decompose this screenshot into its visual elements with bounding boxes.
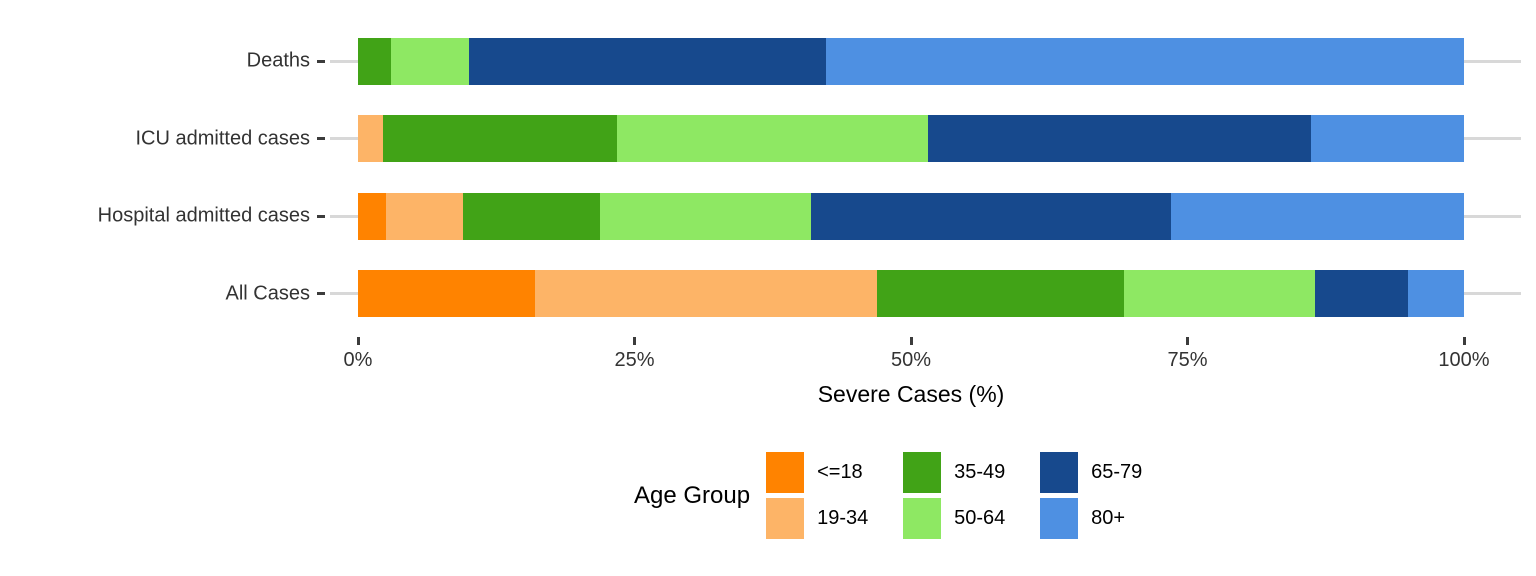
legend-label: 19-34 xyxy=(817,507,869,529)
stacked-bar-icu-admitted-cases xyxy=(358,115,1464,162)
category-label: ICU admitted cases xyxy=(135,127,310,149)
legend-label: 80+ xyxy=(1091,507,1126,529)
x-tick-label: 75% xyxy=(1167,349,1208,371)
stacked-bar-hospital-admitted-cases xyxy=(358,192,1464,240)
bar-segment-19-34 xyxy=(534,270,877,317)
legend-swatch-65-79 xyxy=(1040,452,1079,493)
y-axis-tick xyxy=(317,214,325,218)
legend-swatch-35-49 xyxy=(903,452,942,493)
bar-segment-<=18 xyxy=(358,192,386,240)
bar-segment-65-79 xyxy=(811,192,1171,240)
legend-column: 65-79 80+ xyxy=(1040,452,1167,539)
legend-label: 50-64 xyxy=(954,507,1006,529)
legend-column: 35-49 50-64 xyxy=(903,452,1030,539)
bar-segment-80+ xyxy=(1407,270,1464,317)
stacked-bar-deaths xyxy=(358,37,1464,85)
x-tick-label: 0% xyxy=(343,349,373,371)
category-label: Hospital admitted cases xyxy=(97,204,310,227)
plot-panel xyxy=(330,0,1521,340)
bar-segment-50-64 xyxy=(616,115,928,162)
legend: Age Group <=18 19-34 35-49 50-64 65-79 80+ xyxy=(634,452,1177,539)
y-axis-tick xyxy=(317,137,325,140)
bar-segment-<=18 xyxy=(358,270,535,317)
bar-segment-80+ xyxy=(1170,192,1464,240)
x-tick-label: 25% xyxy=(614,349,655,371)
bar-segment-35-49 xyxy=(383,115,617,162)
legend-swatch-<=18 xyxy=(766,452,805,493)
legend-title: Age Group xyxy=(634,481,751,509)
legend-swatch-80+ xyxy=(1040,498,1079,539)
bar-segment-35-49 xyxy=(463,192,601,240)
x-tick-label: 50% xyxy=(890,349,932,371)
x-tick-label: 100% xyxy=(1438,349,1490,371)
bar-segment-65-79 xyxy=(468,37,826,85)
legend-swatch-19-34 xyxy=(766,498,805,539)
legend-label: <=18 xyxy=(817,461,863,483)
y-axis-tick xyxy=(317,59,325,63)
category-label: All Cases xyxy=(225,282,310,304)
x-axis-tick xyxy=(1186,337,1189,345)
bar-segment-19-34 xyxy=(358,115,384,162)
bar-segment-50-64 xyxy=(1124,270,1315,317)
bar-segment-80+ xyxy=(825,37,1464,85)
bar-segment-35-49 xyxy=(876,270,1125,317)
y-axis: Deaths ICU admitted cases Hospital admitte… xyxy=(0,0,330,340)
legend-entry: <=18 xyxy=(766,452,893,493)
legend-swatch-50-64 xyxy=(903,498,942,539)
legend-label: 35-49 xyxy=(954,461,1006,483)
bar-segment-65-79 xyxy=(1314,270,1408,317)
legend-entry: 19-34 xyxy=(766,498,893,539)
legend-entry: 80+ xyxy=(1040,498,1167,539)
legend-entry: 35-49 xyxy=(903,452,1030,493)
x-axis-tick xyxy=(633,337,636,345)
bar-segment-35-49 xyxy=(358,37,392,85)
legend-entry: 50-64 xyxy=(903,498,1030,539)
y-axis-tick xyxy=(317,292,325,295)
legend-entry: 65-79 xyxy=(1040,452,1167,493)
bar-segment-50-64 xyxy=(600,192,812,240)
bar-segment-80+ xyxy=(1311,115,1464,162)
x-axis-tick xyxy=(909,337,913,345)
x-axis-tick xyxy=(356,337,360,345)
stacked-bar-all-cases xyxy=(358,270,1464,317)
x-axis-tick xyxy=(1462,337,1466,345)
bar-segment-65-79 xyxy=(927,115,1312,162)
category-label: Deaths xyxy=(246,49,310,72)
x-axis-title: Severe Cases (%) xyxy=(817,381,1005,407)
x-axis: 0% 25% 50% 75% 100% xyxy=(0,335,1536,380)
bar-segment-50-64 xyxy=(391,37,469,85)
bar-segment-19-34 xyxy=(385,192,464,240)
legend-label: 65-79 xyxy=(1091,461,1143,483)
legend-column: <=18 19-34 xyxy=(766,452,893,539)
